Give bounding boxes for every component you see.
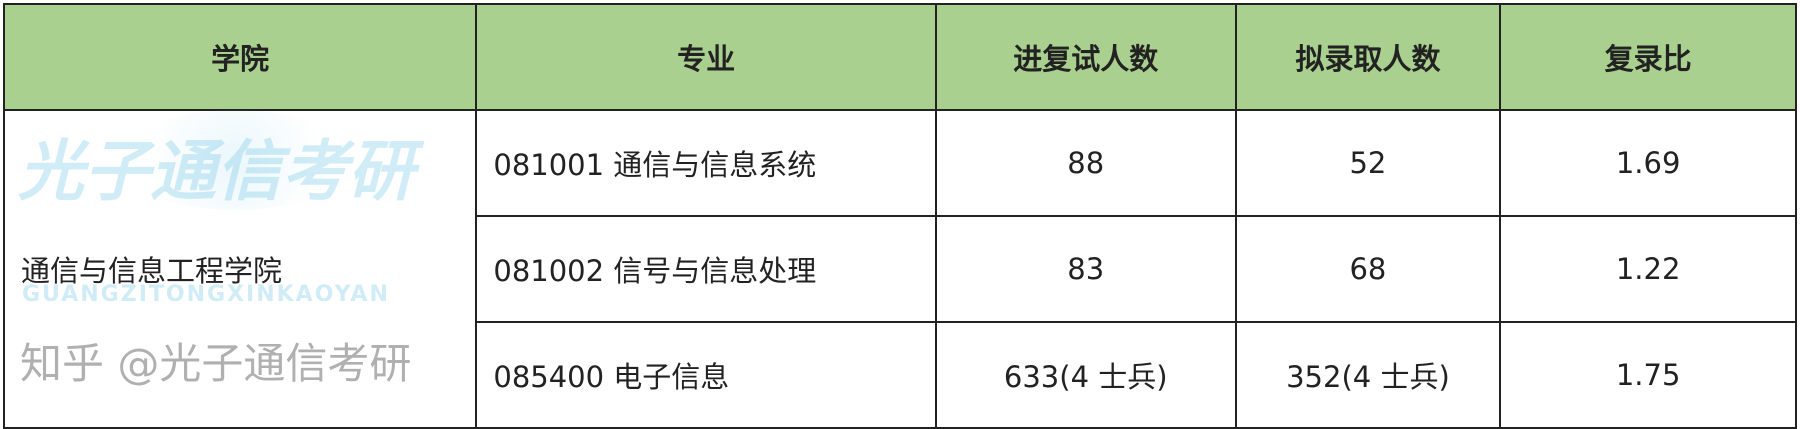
header-college: 学院 (2, 3, 478, 111)
ratio-cell: 1.75 (1499, 321, 1797, 429)
table-row: 通信与信息工程学院 081001 通信与信息系统 88 52 1.69 (2, 109, 1797, 429)
major-cell: 081002 信号与信息处理 (475, 215, 937, 323)
interview-cell: 633(4 士兵) (934, 321, 1237, 429)
admit-cell: 68 (1234, 215, 1502, 323)
admission-table: 学院 专业 进复试人数 拟录取人数 复录比 通信与信息工程学院 081001 通… (2, 3, 1797, 429)
header-ratio: 复录比 (1499, 3, 1797, 111)
table-row: 081002 信号与信息处理 83 68 1.22 (4, 215, 1797, 323)
major-cell: 081001 通信与信息系统 (475, 109, 937, 217)
major-cell: 085400 电子信息 (475, 321, 937, 429)
college-cell: 通信与信息工程学院 (2, 109, 478, 429)
header-major: 专业 (475, 3, 937, 111)
ratio-cell: 1.22 (1499, 215, 1797, 323)
header-admit: 拟录取人数 (1234, 3, 1502, 111)
table-row: 085400 电子信息 633(4 士兵) 352(4 士兵) 1.75 (4, 321, 1797, 429)
header-row: 学院 专业 进复试人数 拟录取人数 复录比 (2, 3, 1797, 111)
interview-cell: 83 (934, 215, 1237, 323)
admit-cell: 352(4 士兵) (1234, 321, 1502, 429)
admit-cell: 52 (1234, 109, 1502, 217)
ratio-cell: 1.69 (1499, 109, 1797, 217)
header-interview: 进复试人数 (934, 3, 1237, 111)
interview-cell: 88 (934, 109, 1237, 217)
